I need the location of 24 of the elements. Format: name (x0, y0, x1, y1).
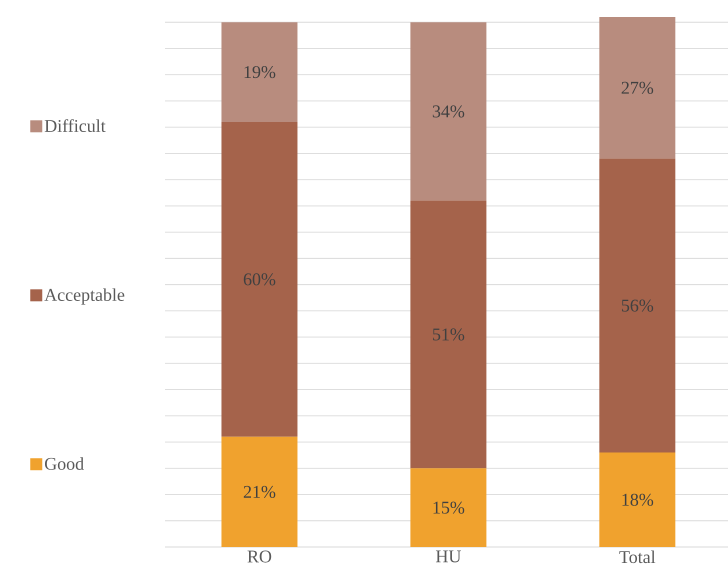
data-label: 15% (434, 502, 464, 514)
legend-label: Difficult (44, 119, 106, 132)
x-tick-label: HU (436, 550, 461, 562)
bar (599, 158, 676, 453)
data-label: 34% (432, 105, 464, 118)
data-label: 60% (244, 273, 276, 286)
bar (221, 22, 298, 122)
data-label: 19% (244, 66, 276, 78)
x-tick-label: RO (248, 550, 272, 563)
bar (410, 22, 486, 201)
data-label: 18% (622, 494, 654, 506)
bar (410, 468, 486, 547)
bar (599, 16, 676, 159)
data-label: 27% (622, 82, 654, 94)
x-tick-label: Total (619, 550, 656, 564)
bar (410, 200, 486, 468)
bar (221, 436, 298, 547)
legend-label: Acceptable (44, 288, 124, 305)
bar (599, 452, 676, 547)
bar (221, 122, 298, 437)
data-label: 56% (622, 300, 654, 312)
data-label: 51% (433, 328, 464, 341)
data-label: 21% (244, 486, 276, 498)
legend-label: Good (44, 457, 84, 470)
